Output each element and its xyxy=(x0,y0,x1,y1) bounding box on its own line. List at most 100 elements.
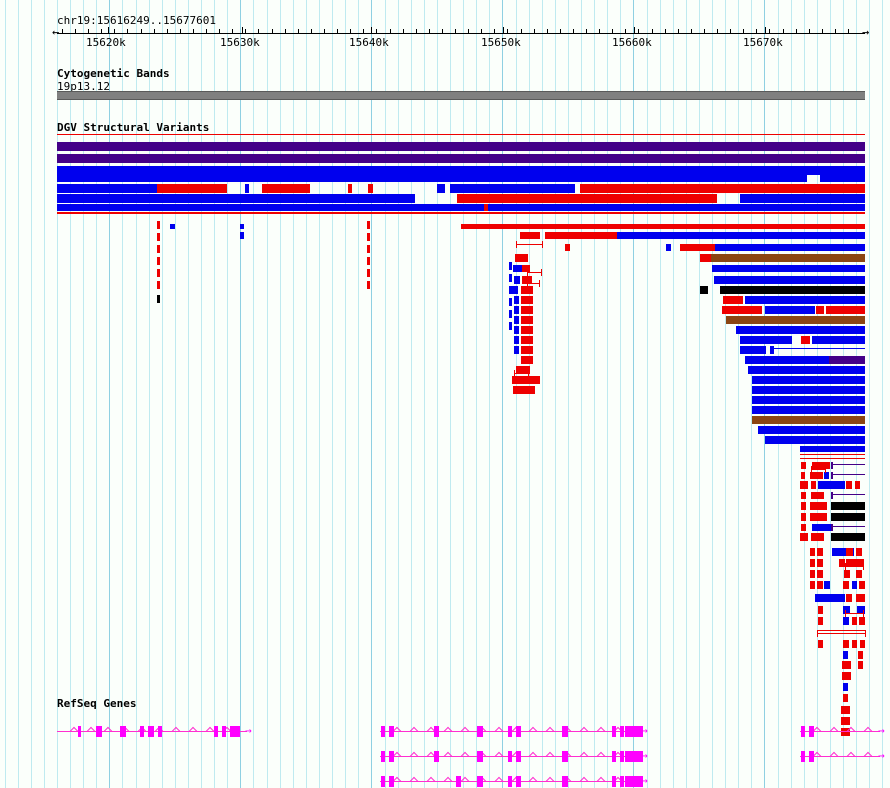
gene-exon[interactable] xyxy=(381,751,385,762)
gene-exon[interactable] xyxy=(222,726,226,737)
variant-dash-marker[interactable] xyxy=(367,257,370,265)
variant-segment[interactable] xyxy=(824,472,829,479)
variant-segment[interactable] xyxy=(700,286,708,294)
variant-segment[interactable] xyxy=(856,594,865,602)
variant-segment[interactable] xyxy=(852,617,857,625)
variant-segment[interactable] xyxy=(57,184,157,193)
variant-segment[interactable] xyxy=(521,346,533,354)
variant-segment[interactable] xyxy=(513,386,535,394)
variant-segment[interactable] xyxy=(811,492,824,499)
gene-exon[interactable] xyxy=(150,726,154,737)
gene-exon[interactable] xyxy=(562,751,568,762)
variant-segment[interactable] xyxy=(772,348,865,349)
variant-segment[interactable] xyxy=(514,276,520,284)
variant-segment[interactable] xyxy=(680,244,715,251)
variant-dash-marker[interactable] xyxy=(157,221,160,229)
variant-segment[interactable] xyxy=(820,175,865,182)
gene-exon[interactable] xyxy=(801,726,805,737)
variant-segment[interactable] xyxy=(858,651,863,659)
variant-segment[interactable] xyxy=(521,326,533,334)
variant-segment[interactable] xyxy=(723,296,743,304)
variant-segment[interactable] xyxy=(770,346,774,354)
variant-segment[interactable] xyxy=(859,617,865,625)
variant-segment[interactable] xyxy=(700,254,711,262)
variant-dash-marker[interactable] xyxy=(157,245,160,253)
variant-segment[interactable] xyxy=(815,594,845,602)
variant-segment[interactable] xyxy=(740,194,865,203)
gene-exon[interactable] xyxy=(620,751,624,762)
variant-segment[interactable] xyxy=(714,276,865,284)
variant-segment[interactable] xyxy=(810,513,827,521)
variant-segment[interactable] xyxy=(846,481,852,489)
variant-segment[interactable] xyxy=(801,472,805,479)
variant-segment[interactable] xyxy=(752,406,865,414)
gene-exon[interactable] xyxy=(508,726,512,737)
variant-segment[interactable] xyxy=(545,232,617,239)
variant-segment[interactable] xyxy=(831,492,833,499)
variant-segment[interactable] xyxy=(844,570,850,578)
gene-exon[interactable] xyxy=(801,751,805,762)
variant-segment[interactable] xyxy=(856,570,862,578)
variant-segment[interactable] xyxy=(817,559,823,567)
variant-segment[interactable] xyxy=(817,630,865,631)
variant-segment[interactable] xyxy=(852,640,857,648)
gene-exon[interactable] xyxy=(625,751,643,762)
variant-segment[interactable] xyxy=(846,594,852,602)
gene-exon[interactable] xyxy=(434,726,439,737)
variant-dash-marker[interactable] xyxy=(509,274,512,282)
variant-segment[interactable] xyxy=(240,224,244,229)
variant-segment[interactable] xyxy=(842,661,851,669)
variant-segment[interactable] xyxy=(715,244,865,251)
variant-segment[interactable] xyxy=(812,524,832,531)
variant-segment[interactable] xyxy=(810,559,815,567)
variant-segment[interactable] xyxy=(516,366,530,374)
variant-segment[interactable] xyxy=(57,134,865,135)
variant-segment[interactable] xyxy=(831,462,833,469)
gene-exon[interactable] xyxy=(508,776,512,787)
variant-segment[interactable] xyxy=(812,336,865,344)
variant-segment[interactable] xyxy=(831,524,833,531)
variant-segment[interactable] xyxy=(514,316,519,324)
variant-segment[interactable] xyxy=(841,706,850,714)
variant-segment[interactable] xyxy=(801,462,806,469)
ruler-left-arrow-icon[interactable]: ← xyxy=(52,25,60,39)
variant-dash-marker[interactable] xyxy=(157,269,160,277)
variant-segment[interactable] xyxy=(842,672,851,680)
gene-exon[interactable] xyxy=(562,776,568,787)
variant-segment[interactable] xyxy=(521,306,533,314)
variant-segment[interactable] xyxy=(522,265,530,272)
variant-segment[interactable] xyxy=(843,694,848,702)
variant-segment[interactable] xyxy=(860,640,865,648)
variant-segment[interactable] xyxy=(818,640,823,648)
gene-exon[interactable] xyxy=(562,726,568,737)
variant-segment[interactable] xyxy=(521,336,533,344)
variant-segment[interactable] xyxy=(57,204,865,211)
variant-segment[interactable] xyxy=(752,386,865,394)
variant-segment[interactable] xyxy=(740,346,766,354)
variant-segment[interactable] xyxy=(245,184,249,193)
variant-segment[interactable] xyxy=(515,254,528,262)
variant-segment[interactable] xyxy=(857,606,865,614)
variant-segment[interactable] xyxy=(521,356,533,364)
variant-segment[interactable] xyxy=(858,661,863,669)
variant-segment[interactable] xyxy=(520,232,540,239)
variant-dash-marker[interactable] xyxy=(157,257,160,265)
variant-segment[interactable] xyxy=(57,212,865,214)
variant-segment[interactable] xyxy=(57,194,415,203)
variant-segment[interactable] xyxy=(824,581,830,589)
variant-segment[interactable] xyxy=(839,559,845,567)
gene-exon[interactable] xyxy=(96,726,102,737)
variant-segment[interactable] xyxy=(726,316,865,324)
variant-segment[interactable] xyxy=(831,472,833,479)
variant-segment[interactable] xyxy=(810,570,815,578)
gene-exon[interactable] xyxy=(434,751,439,762)
variant-segment[interactable] xyxy=(450,184,575,193)
variant-segment[interactable] xyxy=(765,436,865,444)
variant-segment[interactable] xyxy=(565,244,570,251)
gene-exon[interactable] xyxy=(620,726,624,737)
gene-exon[interactable] xyxy=(140,726,144,737)
variant-segment[interactable] xyxy=(859,581,865,589)
ruler-right-arrow-icon[interactable]: → xyxy=(862,25,870,39)
variant-segment[interactable] xyxy=(817,581,823,589)
